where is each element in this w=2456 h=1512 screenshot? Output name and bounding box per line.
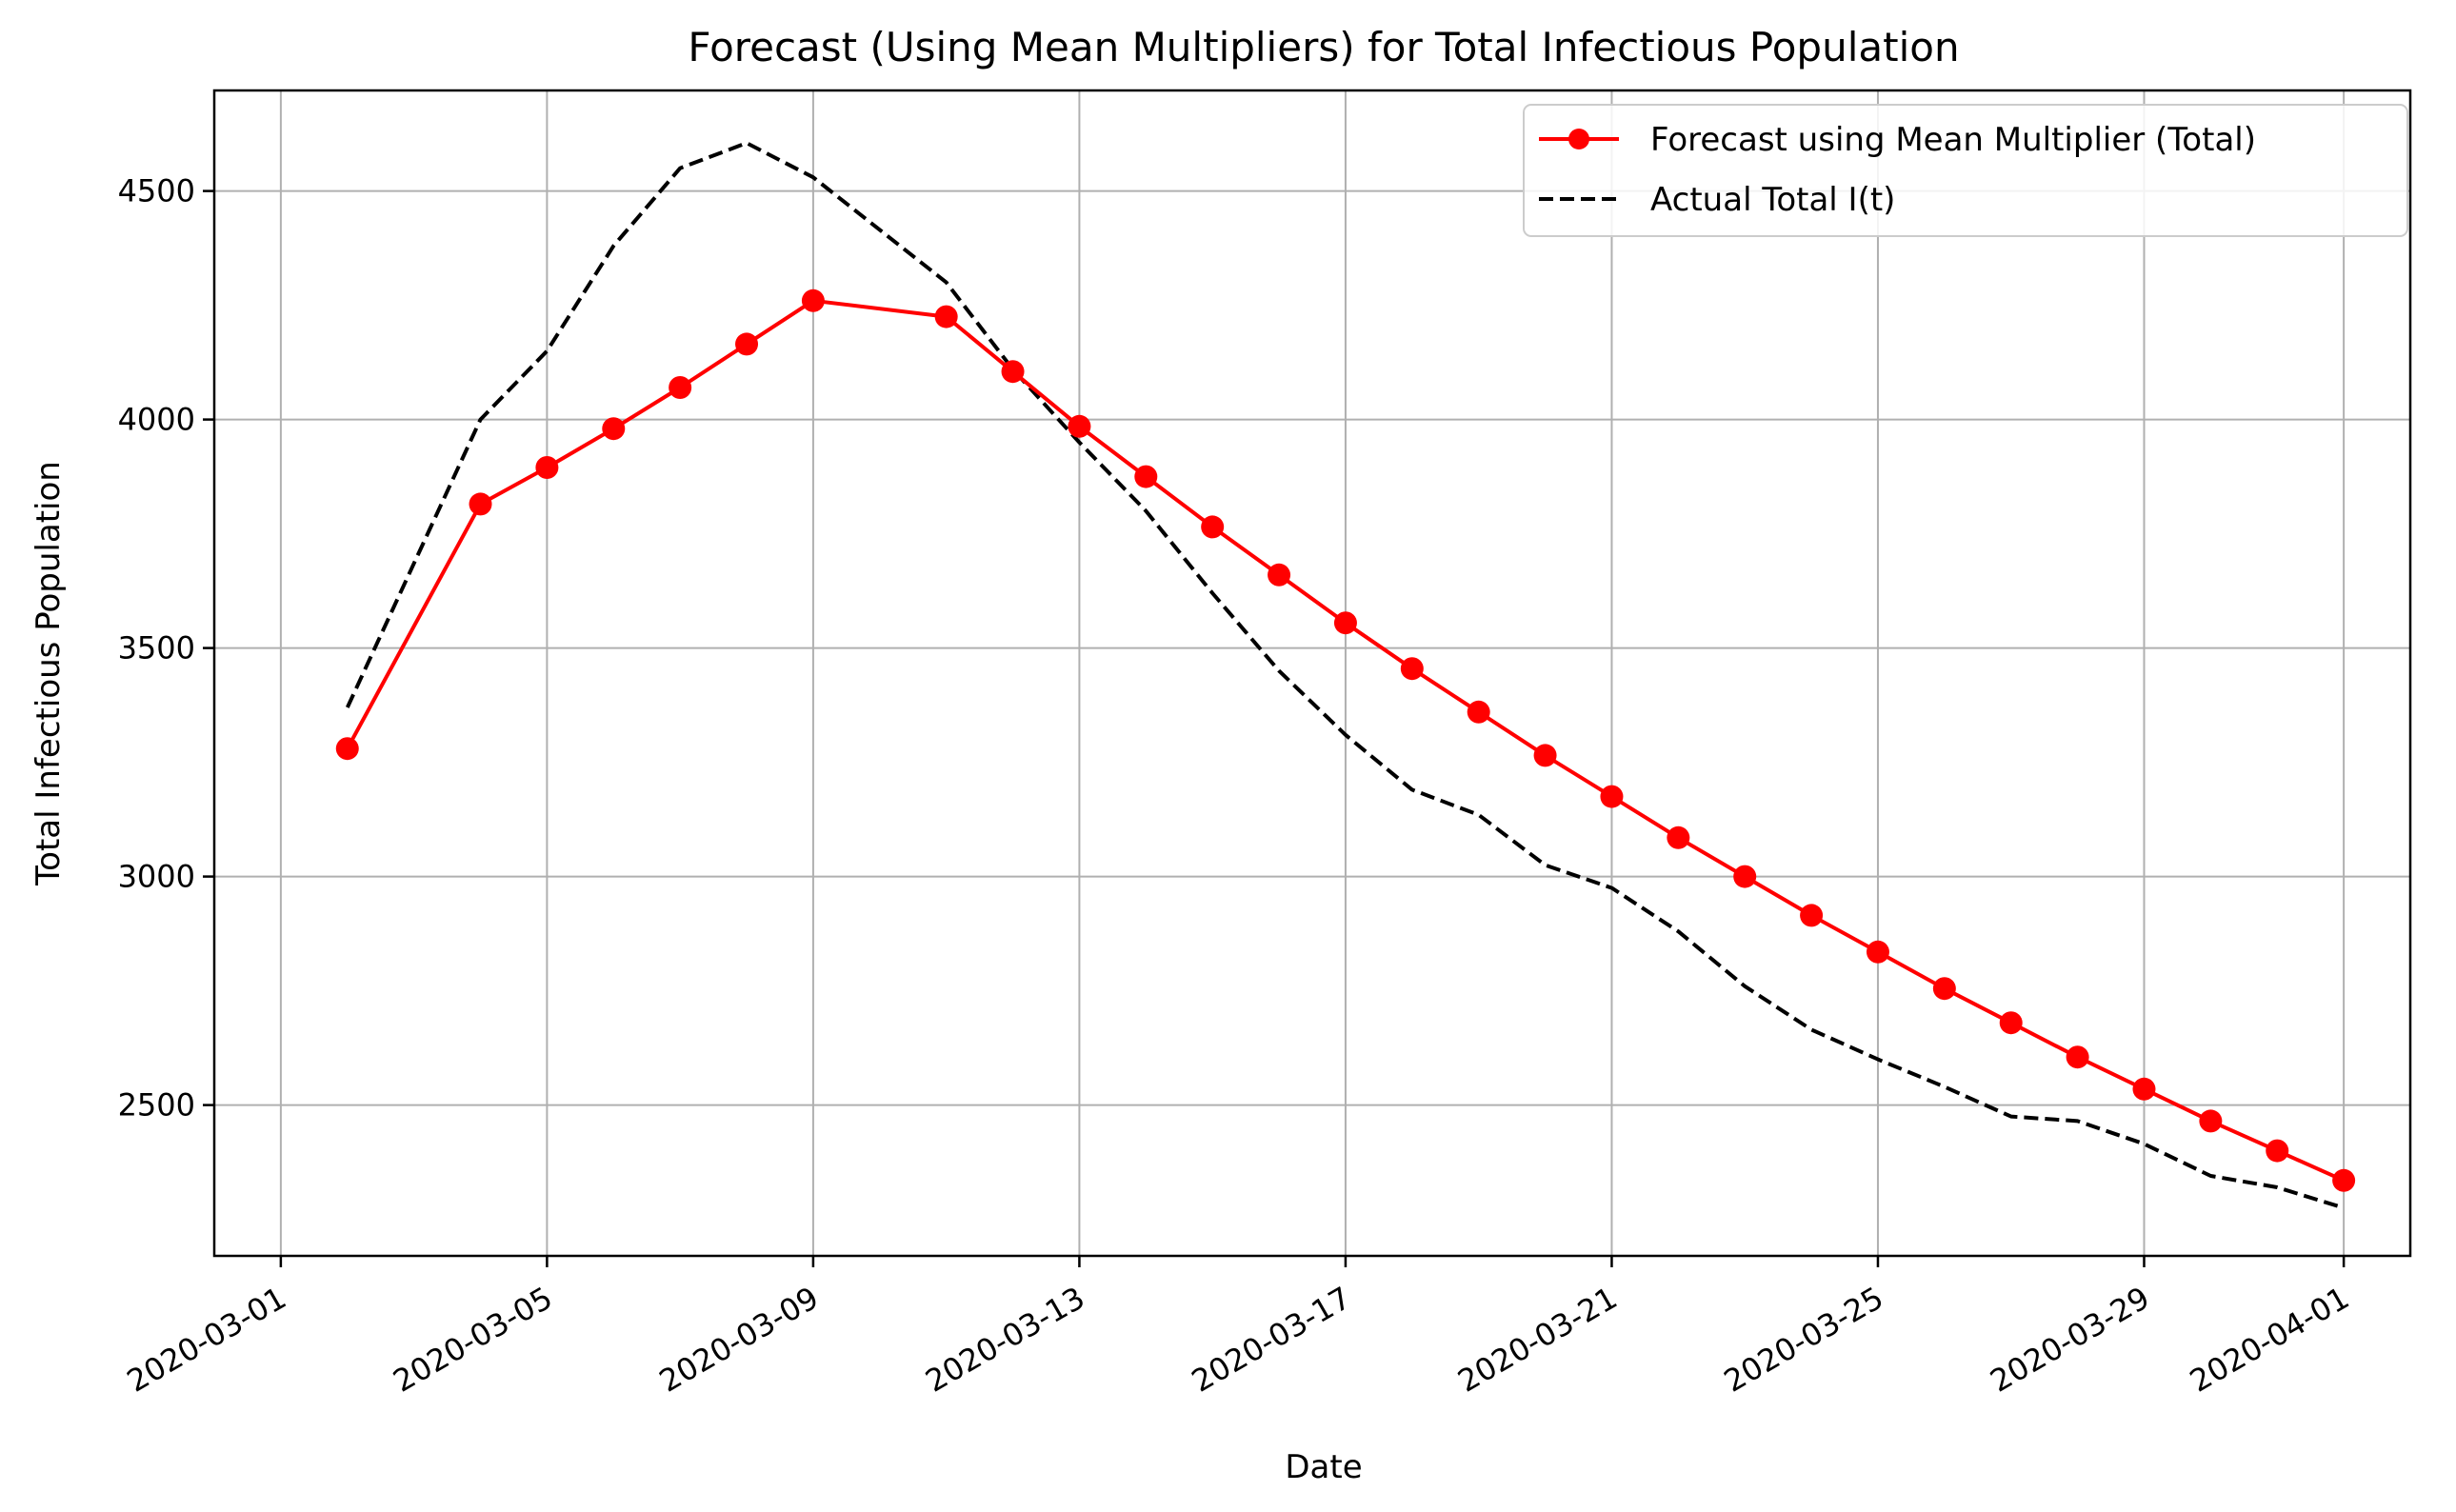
forecast-point (1999, 1011, 2023, 1035)
forecast-point (602, 417, 626, 441)
y-axis: 2500 3000 3500 4000 4500 (118, 173, 214, 1124)
forecast-point (735, 332, 759, 356)
y-tick-label: 4000 (118, 402, 195, 438)
grid-lines (214, 90, 2410, 1256)
forecast-point (1268, 563, 1291, 587)
series-layer (335, 141, 2356, 1210)
forecast-point (1400, 657, 1424, 681)
forecast-point (1134, 465, 1158, 488)
forecast-point (1467, 700, 1490, 724)
y-tick-label: 3000 (118, 859, 195, 895)
forecast-point (1533, 744, 1557, 767)
forecast-point (335, 737, 359, 761)
forecast-point (1201, 515, 1225, 539)
legend-frame (1523, 104, 2408, 237)
plot-frame (212, 89, 2412, 1258)
forecast-point (801, 288, 825, 312)
legend-forecast-label: Forecast using Mean Multiplier (Total) (1650, 121, 2256, 159)
forecast-point (1932, 977, 1956, 1001)
forecast-point (1600, 785, 1624, 808)
legend-forecast-marker (1568, 129, 1589, 149)
forecast-point (469, 492, 492, 516)
legend-actual-label: Actual Total I(t) (1650, 181, 1895, 219)
y-tick-label: 4500 (118, 173, 195, 209)
forecast-point (1068, 414, 1091, 438)
forecast-point (669, 376, 692, 399)
forecast-point (934, 305, 958, 328)
actual-series-line (345, 141, 2345, 1210)
forecast-point (1001, 360, 1025, 384)
forecast-point (2066, 1045, 2089, 1069)
forecast-point (1333, 611, 1357, 635)
forecast-point (1667, 826, 1690, 849)
forecast-point (1800, 904, 1824, 927)
y-axis-label: Total Infectious Population (30, 461, 68, 886)
legend: Forecast using Mean Multiplier (Total) A… (1523, 104, 2408, 237)
forecast-point (2332, 1168, 2356, 1192)
y-tick-label: 2500 (118, 1087, 195, 1124)
y-tick-label: 3500 (118, 630, 195, 666)
forecast-point (535, 456, 559, 479)
forecast-point (2266, 1139, 2289, 1163)
forecast-point (1733, 865, 1757, 888)
forecast-point (2199, 1109, 2223, 1133)
forecast-point (1866, 940, 1889, 964)
forecast-point (2132, 1077, 2156, 1101)
x-axis-label: Date (1285, 1448, 1362, 1486)
chart-title: Forecast (Using Mean Multipliers) for To… (688, 24, 1959, 70)
